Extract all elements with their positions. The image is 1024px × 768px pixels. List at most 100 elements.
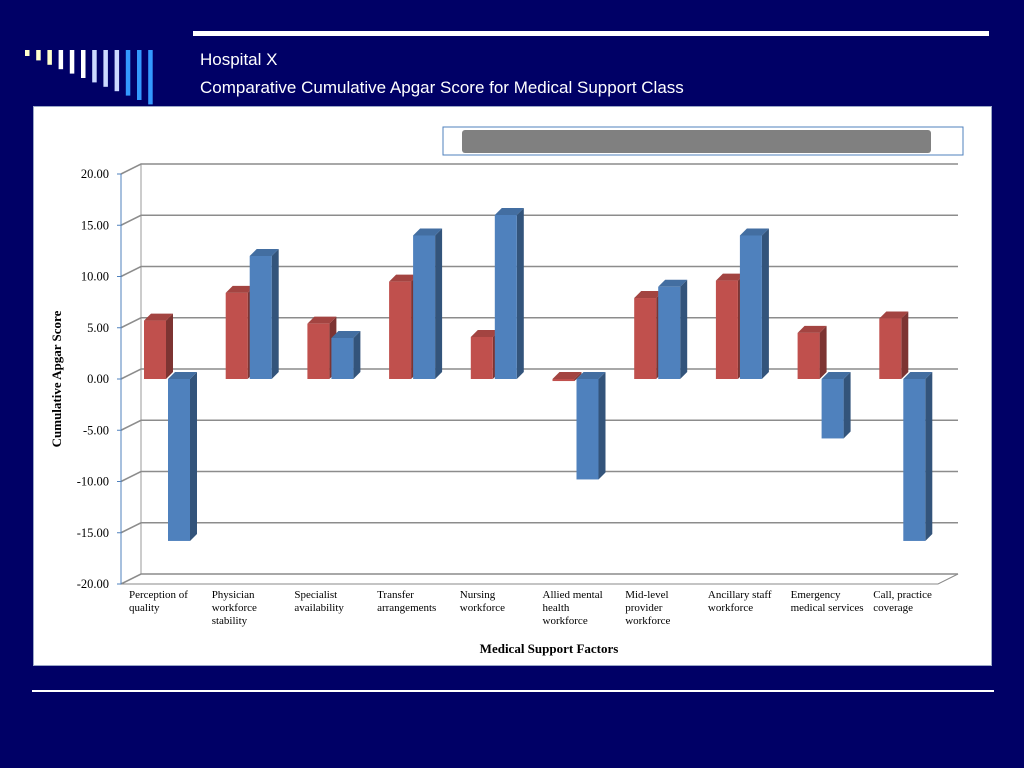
bar: [494, 208, 524, 379]
x-category-label-line: quality: [129, 602, 160, 614]
bar-side: [166, 313, 173, 379]
y-tick-label: 20.00: [81, 167, 109, 181]
bar: [821, 372, 851, 439]
y-tick-label: -10.00: [77, 475, 109, 489]
bar: [739, 228, 769, 379]
bar-face: [552, 379, 575, 382]
bar-face: [389, 281, 412, 379]
x-category-label: Emergency medical services: [791, 589, 864, 614]
bar-face: [797, 332, 820, 379]
x-category-label-line: Mid-level: [625, 589, 668, 601]
bar-top: [307, 316, 337, 324]
x-category-label-line: workforce: [212, 602, 257, 614]
chart-floor: [120, 573, 959, 585]
gridline: [120, 470, 958, 483]
x-category-label: Nursing workforce: [460, 589, 505, 614]
bar: [797, 325, 827, 379]
gridline: [120, 265, 958, 278]
y-axis-label: Cumulative Apgar Score: [49, 310, 64, 447]
x-category-label-line: availability: [294, 602, 344, 614]
bar-face: [413, 235, 436, 379]
x-category-label-line: Emergency: [791, 589, 841, 601]
x-category-label: Mid-level provider workforce: [625, 589, 670, 627]
bar-side: [435, 228, 443, 379]
deco-bar: [92, 50, 97, 83]
x-category-label-line: Transfer: [377, 589, 414, 601]
bar-top: [470, 329, 500, 337]
bottom-rule: [32, 690, 994, 692]
bar-face: [576, 379, 599, 480]
bar: [144, 313, 173, 379]
bar: [576, 372, 606, 480]
x-category-label-line: workforce: [543, 615, 588, 627]
bar-top: [634, 291, 664, 299]
deco-bar: [36, 50, 41, 61]
bar-top: [389, 274, 419, 282]
bar-side: [761, 228, 769, 379]
decorative-bars: [25, 50, 153, 105]
bar-top: [144, 313, 173, 321]
deco-bar: [58, 50, 64, 70]
y-tick-label: -20.00: [77, 577, 109, 591]
slide-title: Hospital X: [200, 50, 278, 69]
bar-side: [353, 331, 361, 379]
y-tick-label: 0.00: [87, 372, 109, 386]
bar-top: [797, 325, 827, 333]
y-tick-label: -5.00: [83, 423, 109, 437]
bar-face: [879, 318, 902, 379]
x-category-label-line: coverage: [873, 602, 913, 614]
bar-side: [680, 279, 688, 379]
deco-bar: [103, 50, 108, 87]
bar-face: [168, 379, 190, 541]
deco-bar: [137, 50, 142, 100]
bar-face: [739, 235, 762, 379]
bar: [168, 372, 197, 541]
bar-top: [715, 273, 745, 281]
bar-side: [271, 249, 279, 379]
gridline: [120, 419, 958, 431]
bar-face: [715, 280, 738, 379]
bar-top: [249, 249, 279, 256]
bar-top: [658, 279, 688, 287]
bar-top: [739, 228, 769, 236]
bar: [552, 372, 582, 382]
bar-top: [903, 372, 933, 379]
y-tick-label: -15.00: [77, 526, 109, 540]
bar-side: [598, 372, 606, 480]
top-rule: [193, 31, 989, 36]
chart-panel: 20.00 15.00 10.00 5.00 0.00 -5.00 -10.00 -15.00…: [33, 106, 992, 666]
bar: [249, 249, 279, 379]
bar-top: [576, 372, 606, 379]
bar-face: [307, 323, 330, 379]
bar-face: [658, 286, 681, 379]
bar-face: [225, 292, 248, 379]
bar-top: [552, 372, 582, 379]
bar-side: [574, 372, 582, 382]
bar-side: [819, 325, 827, 379]
x-category-label-line: stability: [212, 615, 248, 627]
x-category-label-line: workforce: [625, 615, 670, 627]
deco-bar: [125, 50, 131, 96]
bar-top: [879, 311, 909, 319]
x-category-label: Perception of quality: [129, 589, 188, 614]
x-category-label-line: Ancillary staff: [708, 589, 772, 601]
gridline: [120, 521, 958, 534]
bar-side: [190, 372, 197, 541]
x-category-label-line: Perception of: [129, 589, 188, 601]
deco-bar: [148, 50, 153, 105]
bar-face: [144, 320, 166, 379]
bar-chart: 20.00 15.00 10.00 5.00 0.00 -5.00 -10.00 -15.00…: [49, 126, 964, 656]
bar-side: [925, 372, 933, 541]
bar-face: [903, 379, 926, 541]
x-category-label-line: provider: [625, 602, 663, 614]
x-axis-label: Medical Support Factors: [480, 641, 619, 656]
deco-bar: [25, 50, 30, 56]
x-category-label: Transfer arrangements: [377, 589, 436, 614]
bar-top: [168, 372, 197, 379]
deco-bar: [69, 50, 75, 74]
bar-face: [470, 336, 493, 379]
bar-top: [494, 208, 524, 215]
bar: [879, 311, 909, 379]
bar-face: [249, 256, 272, 379]
x-category-label-line: Nursing: [460, 589, 496, 601]
